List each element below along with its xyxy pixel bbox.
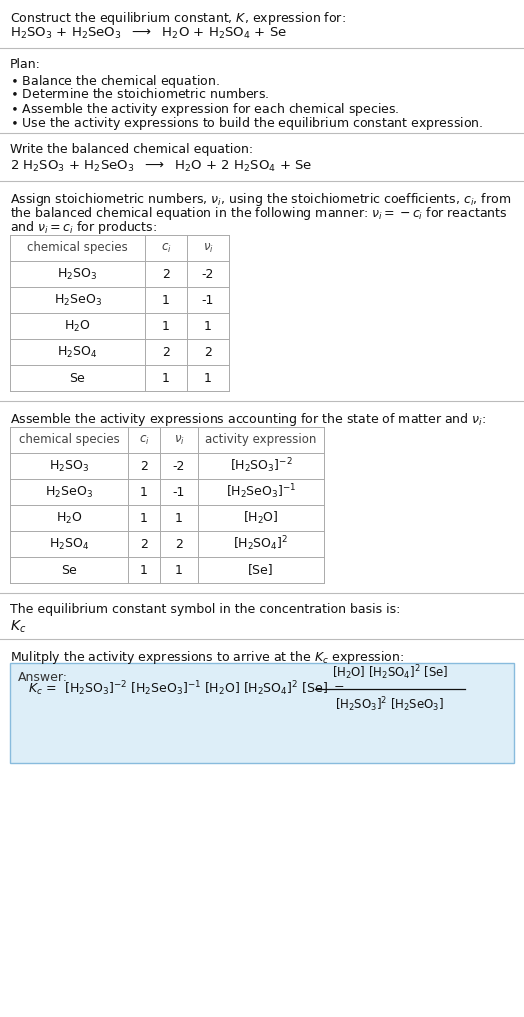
Text: $c_i$: $c_i$ [161,241,171,254]
Text: [H$_2$O] [H$_2$SO$_4$]$^2$ [Se]: [H$_2$O] [H$_2$SO$_4$]$^2$ [Se] [332,664,448,682]
Text: Assign stoichiometric numbers, $\nu_i$, using the stoichiometric coefficients, $: Assign stoichiometric numbers, $\nu_i$, … [10,191,511,208]
Text: Construct the equilibrium constant, $K$, expression for:: Construct the equilibrium constant, $K$,… [10,10,346,27]
Text: The equilibrium constant symbol in the concentration basis is:: The equilibrium constant symbol in the c… [10,603,400,616]
Text: and $\nu_i = c_i$ for products:: and $\nu_i = c_i$ for products: [10,219,157,236]
Text: activity expression: activity expression [205,433,316,446]
Text: H$_2$O: H$_2$O [64,318,91,334]
Text: Se: Se [70,371,85,384]
Text: Plan:: Plan: [10,58,41,71]
Text: $\bullet$ Determine the stoichiometric numbers.: $\bullet$ Determine the stoichiometric n… [10,87,269,101]
Text: 2: 2 [140,460,148,473]
Text: 1: 1 [162,371,170,384]
Text: $\bullet$ Use the activity expressions to build the equilibrium constant express: $\bullet$ Use the activity expressions t… [10,115,483,132]
Text: 2: 2 [175,538,183,550]
Text: -1: -1 [173,485,185,498]
Text: 1: 1 [204,371,212,384]
Text: H$_2$SeO$_3$: H$_2$SeO$_3$ [45,484,93,499]
Text: 2: 2 [204,346,212,359]
Text: Mulitply the activity expressions to arrive at the $K_c$ expression:: Mulitply the activity expressions to arr… [10,649,405,666]
Text: [H$_2$SO$_4$]$^2$: [H$_2$SO$_4$]$^2$ [233,535,289,553]
Text: 2: 2 [162,267,170,281]
Text: [Se]: [Se] [248,563,274,577]
Text: -2: -2 [173,460,185,473]
Text: [H$_2$SO$_3$]$^2$ [H$_2$SeO$_3$]: [H$_2$SO$_3$]$^2$ [H$_2$SeO$_3$] [335,696,444,714]
Text: H$_2$SO$_3$: H$_2$SO$_3$ [58,266,97,282]
Text: $\nu_i$: $\nu_i$ [173,433,184,446]
Text: H$_2$SO$_3$ + H$_2$SeO$_3$  $\longrightarrow$  H$_2$O + H$_2$SO$_4$ + Se: H$_2$SO$_3$ + H$_2$SeO$_3$ $\longrightar… [10,26,287,41]
Text: 1: 1 [140,485,148,498]
Text: the balanced chemical equation in the following manner: $\nu_i = -c_i$ for react: the balanced chemical equation in the fo… [10,205,507,222]
Text: -2: -2 [202,267,214,281]
Text: 1: 1 [175,563,183,577]
Text: Assemble the activity expressions accounting for the state of matter and $\nu_i$: Assemble the activity expressions accoun… [10,411,486,428]
Text: $\bullet$ Balance the chemical equation.: $\bullet$ Balance the chemical equation. [10,73,220,89]
Text: 2: 2 [140,538,148,550]
Text: 1: 1 [140,563,148,577]
Text: $\bullet$ Assemble the activity expression for each chemical species.: $\bullet$ Assemble the activity expressi… [10,101,399,118]
Text: 1: 1 [175,512,183,525]
Text: H$_2$O: H$_2$O [56,511,82,526]
Text: Answer:: Answer: [18,671,68,684]
Text: 1: 1 [140,512,148,525]
Text: [H$_2$SO$_3$]$^{-2}$: [H$_2$SO$_3$]$^{-2}$ [230,457,292,475]
Text: chemical species: chemical species [19,433,119,446]
Text: 1: 1 [162,319,170,333]
Text: 2: 2 [162,346,170,359]
Text: 1: 1 [162,294,170,306]
Text: $K_c$: $K_c$ [10,619,26,636]
Text: Write the balanced chemical equation:: Write the balanced chemical equation: [10,143,253,156]
Text: H$_2$SO$_3$: H$_2$SO$_3$ [49,459,89,474]
Text: chemical species: chemical species [27,241,128,254]
Text: [H$_2$SeO$_3$]$^{-1}$: [H$_2$SeO$_3$]$^{-1}$ [226,483,296,501]
Text: 2 H$_2$SO$_3$ + H$_2$SeO$_3$  $\longrightarrow$  H$_2$O + 2 H$_2$SO$_4$ + Se: 2 H$_2$SO$_3$ + H$_2$SeO$_3$ $\longright… [10,159,312,174]
Text: -1: -1 [202,294,214,306]
Text: H$_2$SO$_4$: H$_2$SO$_4$ [49,536,89,551]
Text: $K_c\,=\,$ [H$_2$SO$_3$]$^{-2}$ [H$_2$SeO$_3$]$^{-1}$ [H$_2$O] [H$_2$SO$_4$]$^2$: $K_c\,=\,$ [H$_2$SO$_3$]$^{-2}$ [H$_2$Se… [28,679,345,699]
Text: $c_i$: $c_i$ [139,433,149,446]
Text: Se: Se [61,563,77,577]
Text: $\nu_i$: $\nu_i$ [203,241,213,254]
Text: 1: 1 [204,319,212,333]
Text: H$_2$SO$_4$: H$_2$SO$_4$ [57,345,97,360]
Text: [H$_2$O]: [H$_2$O] [243,510,279,526]
FancyBboxPatch shape [10,663,514,763]
Text: H$_2$SeO$_3$: H$_2$SeO$_3$ [53,293,102,307]
